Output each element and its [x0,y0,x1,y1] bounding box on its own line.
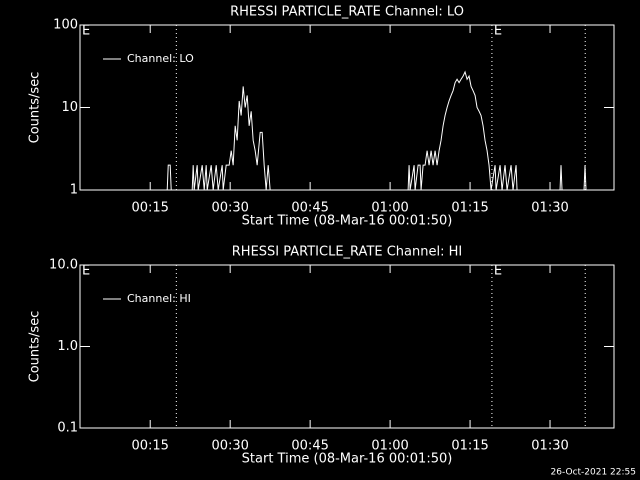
y-tick-label: 10.0 [49,258,78,273]
x-tick-label: 01:00 [371,201,408,216]
y-tick-label: 100 [53,18,78,33]
y-tick-label: 1 [70,183,78,198]
x-axis-label: Start Time (08-Mar-16 00:01:50) [242,452,453,467]
x-tick-label: 00:15 [131,201,168,216]
x-tick-label: 01:30 [531,439,568,454]
y-axis-label: Counts/sec [28,72,43,144]
y-tick-label: 1.0 [57,339,78,354]
y-tick-label: 0.1 [57,421,78,436]
plot-frame [79,264,615,429]
x-tick-label: 00:45 [291,201,328,216]
y-axis-label: Counts/sec [28,311,43,383]
annotation: E [494,264,502,279]
annotation: E [494,24,502,39]
x-tick-label: 00:30 [211,439,248,454]
legend-label: Channel: LO [127,52,194,65]
x-tick-label: 01:00 [371,439,408,454]
x-tick-label: 00:15 [131,439,168,454]
x-axis-label: Start Time (08-Mar-16 00:01:50) [242,214,453,229]
chart-title: RHESSI PARTICLE_RATE Channel: HI [232,245,462,260]
footer: 26-Oct-2021 22:55 [551,468,636,478]
annotation: E [82,264,90,279]
legend-label: Channel: HI [127,292,191,305]
x-tick-label: 01:15 [451,201,488,216]
plot-frame [79,24,615,191]
x-tick-label: 01:30 [531,201,568,216]
chart-title: RHESSI PARTICLE_RATE Channel: LO [230,5,464,20]
y-tick-label: 10 [61,100,78,115]
annotation: E [82,24,90,39]
x-tick-label: 00:45 [291,439,328,454]
x-tick-label: 01:15 [451,439,488,454]
x-tick-label: 00:30 [211,201,248,216]
data-line [150,70,587,191]
